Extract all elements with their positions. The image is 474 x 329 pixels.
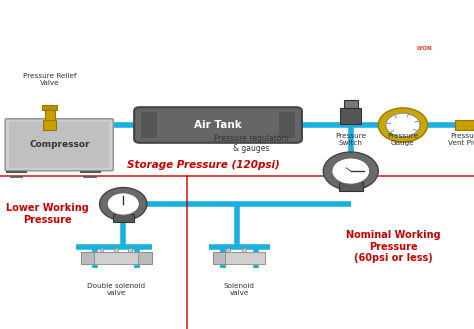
Text: Pressure Relief
Valve: Pressure Relief Valve [23,72,76,86]
Bar [344,100,358,108]
Bar [340,108,361,124]
Text: ROBO: ROBO [392,46,410,51]
FancyBboxPatch shape [5,119,113,171]
Bar [81,252,94,264]
Text: Nominal Working
Pressure
(60psi or less): Nominal Working Pressure (60psi or less) [346,230,441,263]
Text: Double solenoid
valve: Double solenoid valve [87,283,145,296]
Bar [226,248,230,252]
FancyBboxPatch shape [134,107,302,143]
Bar [43,120,56,130]
Circle shape [386,113,420,137]
Circle shape [323,152,378,190]
Text: Pressure regulators
& gauges: Pressure regulators & gauges [214,134,289,153]
Text: D: D [413,8,419,13]
Circle shape [332,158,370,184]
Text: ▶: ▶ [429,19,438,33]
Bar [213,252,265,264]
Bar [42,105,57,110]
Bar [279,112,295,138]
Text: LYON: LYON [416,46,432,51]
Bar [81,252,152,264]
Bar [114,248,118,252]
Bar [138,252,152,264]
Circle shape [107,193,139,215]
Bar [213,252,225,264]
Circle shape [378,108,428,142]
Bar [455,120,474,130]
FancyBboxPatch shape [9,121,109,168]
Text: Pressure
Vent Plug: Pressure Vent Plug [448,133,474,146]
Bar [45,109,55,120]
Text: Pressure
Switch: Pressure Switch [335,133,366,146]
Bar [242,248,246,252]
Text: FRC Pneumatic System Layout: FRC Pneumatic System Layout [12,24,287,39]
Text: 53: 53 [390,32,411,47]
Text: Storage Pressure (120psi): Storage Pressure (120psi) [128,160,280,169]
Bar [113,214,134,222]
Text: Air Tank: Air Tank [194,120,242,130]
Bar [100,248,103,252]
Text: Compressor: Compressor [29,140,90,149]
Bar [141,112,157,138]
Text: Solenoid
valve: Solenoid valve [224,283,255,296]
Bar [339,182,363,191]
Text: Pressure
Gauge: Pressure Gauge [387,133,419,146]
Text: Lower Working
Pressure: Lower Working Pressure [6,203,89,225]
Circle shape [100,188,147,220]
Bar [128,248,132,252]
Text: 55: 55 [390,8,411,23]
